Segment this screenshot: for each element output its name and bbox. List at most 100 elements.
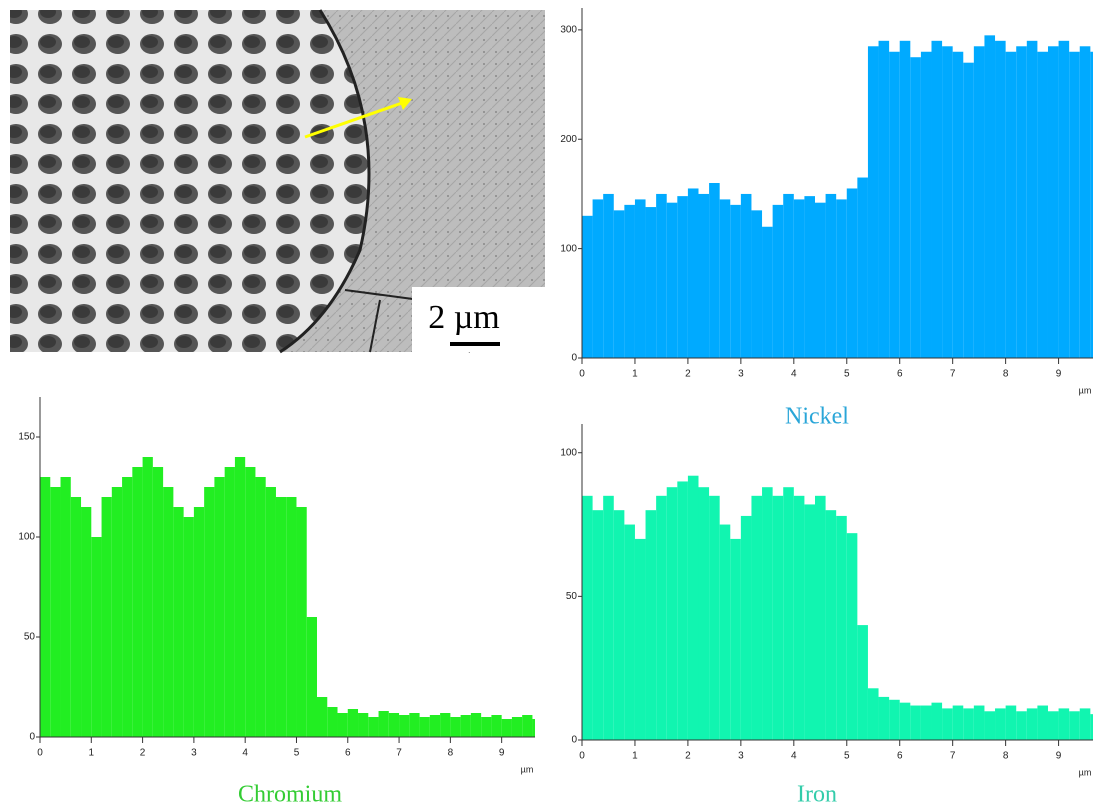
- bar: [952, 51, 964, 358]
- bar: [592, 510, 604, 740]
- x-tick-label: 6: [897, 751, 903, 762]
- bar: [1079, 708, 1091, 740]
- bar: [481, 717, 492, 737]
- bar: [522, 715, 533, 737]
- chart-title: Iron: [797, 782, 837, 808]
- x-tick-label: 0: [579, 751, 585, 762]
- bar: [730, 538, 741, 740]
- bar: [1037, 705, 1048, 740]
- bar: [50, 487, 61, 737]
- bar: [857, 625, 868, 740]
- bar: [592, 199, 604, 358]
- bar: [814, 495, 826, 740]
- y-tick-label: 300: [560, 25, 577, 36]
- bar: [1090, 714, 1093, 740]
- bar: [1058, 40, 1070, 358]
- x-tick-label: 9: [499, 748, 505, 759]
- bar: [751, 495, 763, 740]
- bar: [740, 193, 752, 358]
- x-tick-label: 2: [685, 751, 691, 762]
- bar: [275, 497, 287, 737]
- bar: [306, 617, 317, 737]
- bar: [1026, 708, 1038, 740]
- bar: [751, 210, 763, 358]
- bar: [942, 708, 953, 740]
- y-tick-label: 150: [18, 432, 35, 443]
- x-tick-label: 2: [140, 748, 146, 759]
- bar: [889, 699, 900, 740]
- bar: [825, 510, 837, 740]
- bar: [286, 497, 297, 737]
- bar: [687, 188, 699, 358]
- bar: [920, 51, 932, 358]
- bar: [634, 538, 646, 740]
- bar: [709, 183, 720, 358]
- x-tick-label: 5: [294, 748, 300, 759]
- bar: [910, 705, 921, 740]
- chart: 0 50 100 0 1 2 3 4 5 6 7 8 9 µm Iron: [560, 424, 1093, 808]
- y-tick-label: 0: [571, 353, 577, 364]
- y-tick-label: 0: [571, 735, 577, 746]
- x-tick-label: 8: [1003, 369, 1009, 380]
- x-tick-label: 1: [89, 748, 95, 759]
- bar: [931, 702, 943, 740]
- bar: [793, 495, 805, 740]
- x-tick-label: 3: [738, 369, 744, 380]
- bar: [501, 719, 512, 737]
- sem-image: 2 µm: [10, 9, 545, 354]
- bar: [804, 504, 815, 740]
- bar: [1026, 40, 1038, 358]
- bar: [719, 199, 731, 358]
- x-tick-label: 4: [242, 748, 248, 759]
- bar: [889, 51, 900, 358]
- bar: [836, 515, 847, 740]
- bar: [825, 193, 837, 358]
- x-tick-label: 5: [844, 369, 850, 380]
- bar: [255, 477, 266, 737]
- x-tick-label: 7: [396, 748, 402, 759]
- x-tick-label: 5: [844, 751, 850, 762]
- bar: [613, 210, 625, 358]
- bar: [1069, 51, 1080, 358]
- chart: 0 50 100 150 0 1 2 3 4 5 6 7 8 9 µm Chromium: [18, 397, 535, 808]
- bar: [91, 537, 102, 737]
- bar: [163, 487, 174, 737]
- bar: [645, 207, 657, 358]
- x-unit: µm: [1079, 767, 1092, 777]
- bar: [867, 46, 879, 358]
- bar: [347, 709, 359, 737]
- bar: [1005, 705, 1017, 740]
- bar: [899, 702, 911, 740]
- y-tick-label: 100: [560, 243, 577, 254]
- bar: [931, 40, 943, 358]
- x-tick-label: 1: [632, 369, 638, 380]
- x-tick-label: 3: [738, 751, 744, 762]
- bar: [399, 715, 410, 737]
- bar: [666, 487, 678, 740]
- bar: [762, 226, 773, 358]
- bar: [388, 713, 400, 737]
- chart-title: Chromium: [238, 782, 342, 808]
- bar: [836, 199, 847, 358]
- bar: [327, 707, 338, 737]
- bar: [740, 515, 752, 740]
- bar: [214, 477, 225, 737]
- bar: [783, 487, 794, 740]
- x-unit: µm: [521, 764, 534, 774]
- chart: 0 100 200 300 0 1 2 3 4 5 6 7 8 9 µm Nickel: [560, 8, 1093, 430]
- bar: [656, 495, 667, 740]
- bar: [296, 507, 307, 737]
- bar: [878, 40, 890, 358]
- x-tick-label: 6: [345, 748, 351, 759]
- bar: [804, 196, 815, 358]
- bar: [603, 193, 614, 358]
- x-tick-label: 4: [791, 369, 797, 380]
- bar: [316, 697, 328, 737]
- bar: [687, 475, 699, 740]
- bar: [899, 40, 911, 358]
- bar: [963, 708, 974, 740]
- bar: [450, 717, 461, 737]
- bar: [846, 188, 858, 358]
- bar: [204, 487, 215, 737]
- x-tick-label: 8: [448, 748, 454, 759]
